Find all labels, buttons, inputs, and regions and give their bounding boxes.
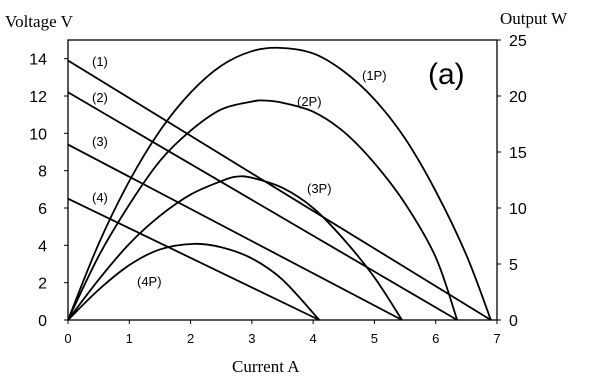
series-label: (2) [92,90,108,105]
series-curve-2 [67,143,403,321]
series-labels: (1) (2) (3) (4) (1P) (2P) (3P) (4P) [92,54,387,289]
y-left-tick-label: 10 [29,126,47,143]
series-curve-4 [67,46,492,321]
x-tick-label: 6 [432,331,439,346]
y-left-tick-label: 4 [38,238,47,255]
y-right-tick-label: 25 [509,33,527,50]
series-label: (4P) [137,274,162,289]
x-tick-label: 7 [493,331,500,346]
series-label: (2P) [297,94,322,109]
series-curve-1 [67,91,458,321]
x-tick-label: 3 [248,331,255,346]
series-label: (3) [92,134,108,149]
panel-label: (a) [428,58,465,91]
x-tick-label: 2 [187,331,194,346]
y-right-axis-title: Output W [500,9,568,28]
plot-border [67,39,498,321]
series-curve-5 [67,99,459,321]
y-right-tick-label: 20 [509,89,527,106]
series-curves [67,46,492,321]
y-left-tick-label: 14 [29,52,47,69]
y-right-axis-ticks: 0 5 10 15 20 25 [497,33,527,330]
y-left-tick-label: 8 [38,164,47,181]
y-left-tick-label: 2 [38,276,47,293]
series-label: (3P) [307,181,332,196]
plot-frame [67,39,498,321]
x-tick-label: 1 [126,331,133,346]
x-tick-label: 4 [310,331,317,346]
y-left-axis-title: Voltage V [5,12,74,31]
y-right-tick-label: 0 [509,313,518,330]
y-left-tick-label: 6 [38,201,47,218]
y-left-tick-label: 0 [38,313,47,330]
x-axis-title: Current A [232,357,300,376]
y-right-tick-label: 5 [509,257,518,274]
series-label: (1) [92,54,108,69]
series-label: (1P) [362,68,387,83]
y-right-tick-label: 15 [509,145,527,162]
y-left-axis-ticks: 0 2 4 6 8 10 12 14 [29,52,68,330]
x-axis-ticks: 0 1 2 3 4 5 6 7 [64,320,501,346]
series-curve-0 [67,59,492,321]
series-curve-6 [67,175,403,321]
y-right-tick-label: 10 [509,201,527,218]
x-tick-label: 5 [371,331,378,346]
x-tick-label: 0 [64,331,71,346]
series-curve-7 [67,242,320,321]
y-left-tick-label: 12 [29,89,47,106]
series-label: (4) [92,190,108,205]
